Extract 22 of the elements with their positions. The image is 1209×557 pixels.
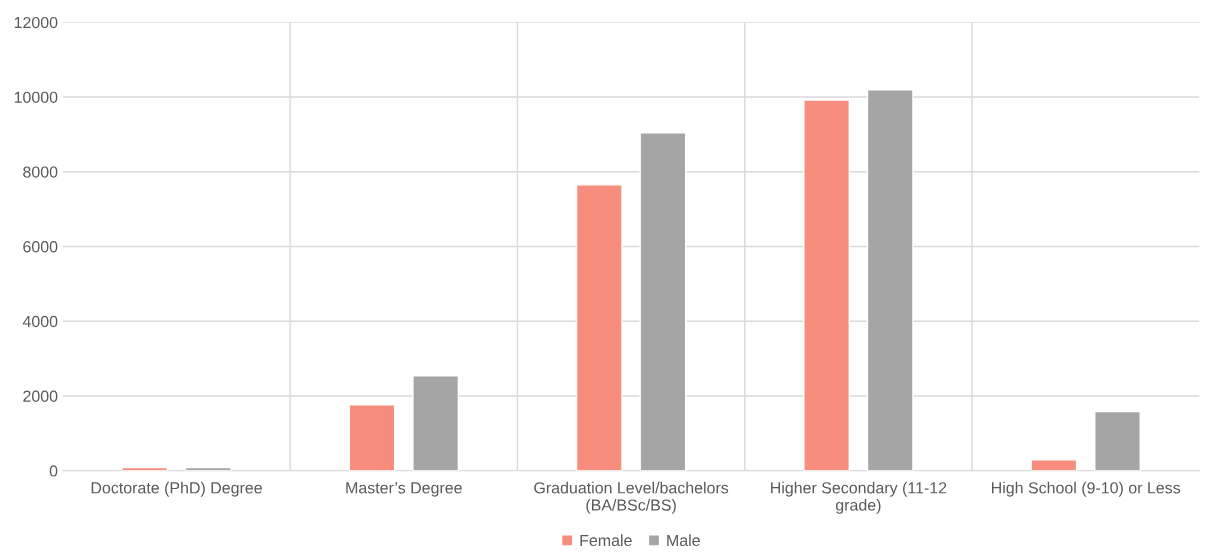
y-tick-label: 8000	[23, 166, 58, 178]
bar	[1094, 410, 1141, 471]
bar	[1030, 459, 1078, 471]
bar	[866, 89, 914, 471]
bar	[575, 184, 623, 471]
x-tick-label: Higher Secondary (11-12 grade)	[771, 481, 947, 514]
bar	[803, 99, 850, 471]
y-tick-label: 6000	[23, 241, 58, 253]
y-tick-label: 12000	[14, 16, 58, 29]
y-tick-label: 10000	[14, 91, 58, 103]
y-tick-label: 2000	[23, 390, 58, 402]
legend-label: Male	[667, 534, 700, 547]
x-tick-label: Graduation Level/bachelors (BA/BSc/BS)	[534, 481, 729, 514]
bar	[348, 404, 396, 471]
bar	[639, 132, 687, 471]
x-tick-label: Doctorate (PhD) Degree	[91, 481, 262, 497]
x-tick-label: High School (9-10) or Less	[992, 481, 1181, 497]
x-tick-label: Master’s Degree	[346, 482, 462, 497]
bar	[412, 375, 460, 471]
y-tick-label: 4000	[22, 315, 58, 328]
y-tick-label: 0	[49, 465, 58, 477]
legend-label: Female	[580, 534, 632, 547]
